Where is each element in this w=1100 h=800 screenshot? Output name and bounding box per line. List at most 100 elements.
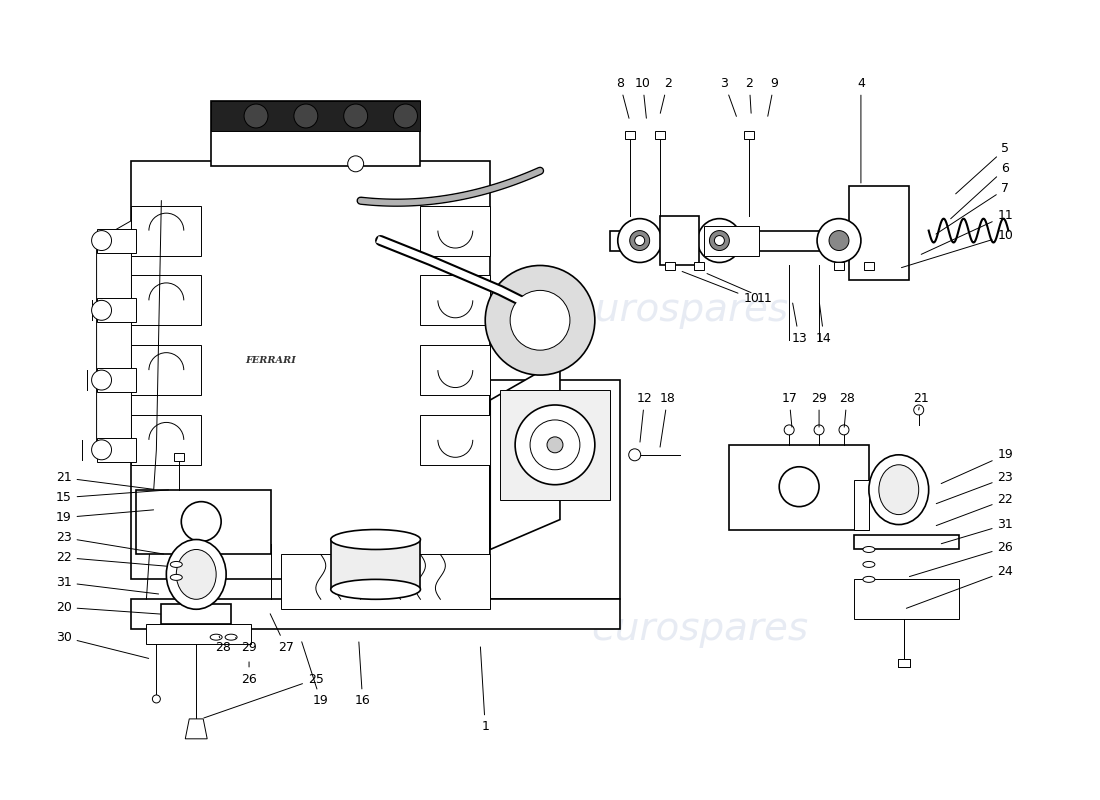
Polygon shape [854, 534, 958, 550]
Text: 2: 2 [746, 77, 754, 114]
Polygon shape [625, 131, 635, 139]
Polygon shape [132, 345, 201, 395]
Text: 17: 17 [781, 391, 798, 427]
Ellipse shape [176, 550, 217, 599]
Circle shape [629, 449, 640, 461]
Ellipse shape [166, 539, 227, 610]
Circle shape [547, 437, 563, 453]
Circle shape [817, 218, 861, 262]
Circle shape [914, 405, 924, 415]
Circle shape [629, 230, 650, 250]
Text: 9: 9 [768, 77, 778, 116]
Text: 21: 21 [913, 391, 928, 410]
Polygon shape [898, 659, 910, 667]
Text: 2: 2 [660, 77, 671, 114]
Polygon shape [745, 131, 755, 139]
Polygon shape [185, 719, 207, 739]
Text: 30: 30 [56, 630, 148, 658]
Circle shape [515, 405, 595, 485]
Circle shape [530, 420, 580, 470]
Circle shape [182, 502, 221, 542]
Text: 14: 14 [816, 303, 832, 345]
Text: 22: 22 [56, 551, 166, 566]
Polygon shape [500, 390, 609, 500]
Polygon shape [664, 262, 674, 270]
Polygon shape [97, 368, 136, 392]
Circle shape [91, 300, 111, 320]
Text: 13: 13 [791, 303, 807, 345]
Text: 12: 12 [637, 391, 652, 442]
Circle shape [343, 104, 367, 128]
Text: 24: 24 [906, 565, 1013, 608]
Ellipse shape [170, 562, 183, 567]
Polygon shape [136, 490, 271, 554]
Circle shape [814, 425, 824, 435]
Polygon shape [132, 206, 201, 255]
Text: eurospares: eurospares [173, 291, 389, 330]
Text: 21: 21 [56, 471, 154, 490]
Polygon shape [97, 298, 136, 322]
Circle shape [829, 230, 849, 250]
Circle shape [710, 230, 729, 250]
Text: eurospares: eurospares [571, 291, 788, 330]
Polygon shape [491, 360, 560, 550]
Polygon shape [729, 445, 869, 530]
Ellipse shape [862, 562, 874, 567]
Polygon shape [211, 101, 420, 166]
Text: 11: 11 [707, 274, 772, 305]
Polygon shape [420, 275, 491, 326]
Text: 29: 29 [235, 638, 257, 654]
Text: 26: 26 [241, 662, 257, 686]
Circle shape [779, 466, 820, 506]
Circle shape [91, 370, 111, 390]
Polygon shape [97, 229, 136, 253]
Text: 19: 19 [942, 448, 1013, 483]
Ellipse shape [226, 634, 238, 640]
Polygon shape [898, 659, 910, 667]
Text: 10: 10 [682, 271, 759, 305]
Circle shape [784, 425, 794, 435]
Circle shape [839, 425, 849, 435]
Polygon shape [660, 216, 700, 266]
Text: 28: 28 [839, 391, 855, 427]
Ellipse shape [869, 455, 928, 525]
Text: 10: 10 [901, 229, 1013, 268]
Circle shape [91, 440, 111, 460]
Polygon shape [97, 221, 132, 460]
Polygon shape [97, 438, 136, 462]
Polygon shape [849, 186, 909, 281]
Text: FERRARI: FERRARI [245, 356, 296, 365]
Circle shape [91, 230, 111, 250]
Polygon shape [146, 624, 251, 644]
Polygon shape [132, 599, 619, 630]
Text: 16: 16 [355, 642, 371, 707]
Ellipse shape [210, 634, 222, 640]
Polygon shape [704, 226, 759, 255]
Text: 4: 4 [857, 77, 865, 183]
Text: 3: 3 [720, 77, 736, 116]
Text: 8: 8 [616, 77, 629, 118]
Text: 11: 11 [921, 209, 1013, 254]
Circle shape [714, 235, 725, 246]
Polygon shape [864, 262, 873, 270]
Circle shape [618, 218, 661, 262]
Circle shape [348, 156, 364, 172]
Ellipse shape [170, 574, 183, 580]
Polygon shape [132, 161, 491, 579]
Text: 19: 19 [301, 642, 329, 707]
Polygon shape [211, 101, 420, 131]
Polygon shape [609, 230, 899, 250]
Polygon shape [132, 275, 201, 326]
Text: 18: 18 [660, 391, 675, 447]
Ellipse shape [862, 576, 874, 582]
Text: 19: 19 [56, 510, 154, 524]
Text: 20: 20 [56, 601, 161, 614]
Polygon shape [132, 415, 201, 465]
Polygon shape [280, 554, 491, 610]
Text: 23: 23 [936, 471, 1013, 504]
Circle shape [510, 290, 570, 350]
Ellipse shape [879, 465, 918, 514]
Text: 31: 31 [56, 576, 158, 594]
Polygon shape [420, 206, 491, 255]
Ellipse shape [331, 530, 420, 550]
